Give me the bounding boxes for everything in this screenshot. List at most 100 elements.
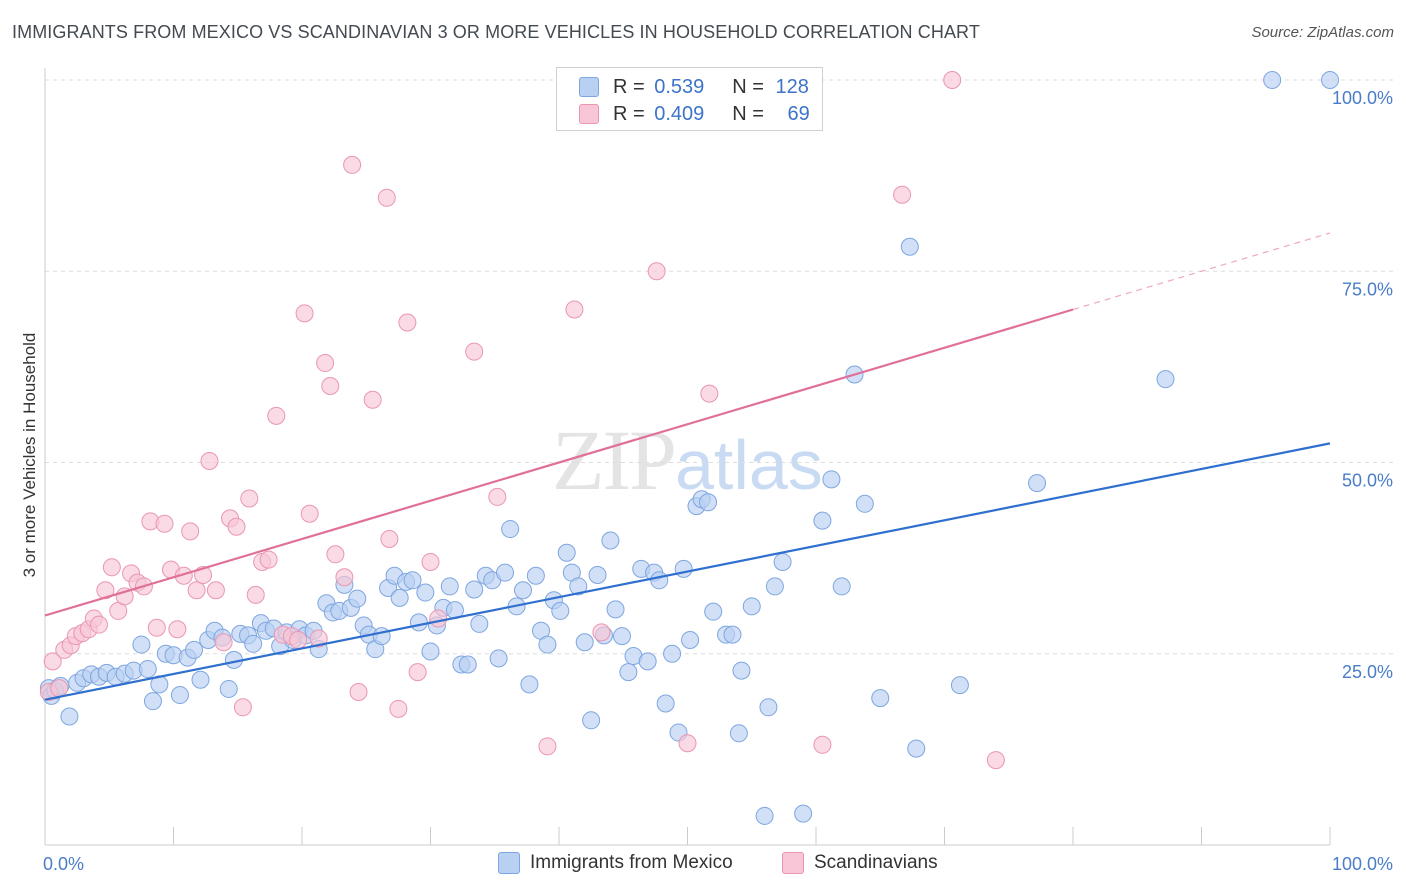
point-scandinavians [380,530,399,548]
point-scandinavians [349,683,368,701]
point-mexico [832,577,851,596]
x-tick-label: 100.0% [1332,854,1393,874]
point-mexico [582,711,601,730]
point-mexico [900,237,919,256]
point-mexico [732,661,751,680]
point-mexico [650,571,669,590]
point-mexico [755,806,774,825]
point-scandinavians [206,581,225,600]
point-mexico [551,601,570,620]
series-legend-scandinavians: Scandinavians [782,852,938,874]
point-scandinavians [295,304,314,323]
series-legend-mexico: Immigrants from Mexico [498,852,733,874]
point-scandinavians [343,155,362,174]
legend-n-label: N = [732,75,764,98]
point-scandinavians [147,618,166,637]
point-mexico [440,577,459,596]
point-scandinavians [309,629,328,648]
legend-r-label: R = [613,102,645,125]
correlation-legend: R = 0.539 N = 128 R = 0.409 N = 69 [556,67,823,131]
series-legend: Immigrants from Mexico Scandinavians [0,852,1406,876]
trend-line-scandinavians [44,308,1074,617]
point-mexico [612,627,631,646]
point-mexico [606,600,625,619]
point-scandinavians [429,609,448,628]
point-scandinavians [377,188,396,207]
chart-title: IMMIGRANTS FROM MEXICO VS SCANDINAVIAN 3… [12,22,980,42]
point-mexico [458,655,477,674]
point-scandinavians [227,517,246,536]
point-mexico [759,698,778,717]
point-mexico [60,707,79,726]
point-scandinavians [465,342,484,361]
point-mexico [244,634,263,653]
point-mexico [813,511,832,530]
legend-r-label: R = [613,75,645,98]
point-mexico [138,660,157,679]
point-mexico [773,552,792,571]
point-scandinavians [240,489,259,508]
y-tick-label: 25.0% [1342,662,1393,682]
point-scandinavians [289,630,308,649]
series-label-scandinavians: Scandinavians [814,852,938,873]
point-mexico [403,571,422,590]
point-scandinavians [893,185,912,204]
legend-row-mexico: R = 0.539 N = 128 [579,74,809,100]
point-mexico [822,470,841,489]
trend-line-mexico [44,442,1331,701]
point-mexico [489,649,508,668]
point-scandinavians [316,354,335,373]
point-scandinavians [943,71,962,89]
point-mexico [855,494,874,513]
point-scandinavians [326,545,345,564]
point-mexico [390,588,409,607]
y-tick-label: 50.0% [1342,471,1393,491]
point-mexico [421,642,440,661]
legend-n-label: N = [732,102,764,125]
source-credit: Source: ZipAtlas.com [1251,24,1394,41]
trend-line-scandinavians-extension [1072,232,1331,311]
point-mexico [950,676,969,695]
point-scandinavians [592,623,611,642]
point-mexico [575,633,594,652]
point-mexico [514,581,533,600]
point-mexico [704,602,723,621]
point-mexico [723,625,742,644]
series-swatch-scandinavians [782,852,804,874]
point-scandinavians [300,504,319,523]
point-mexico [674,559,693,578]
point-scandinavians [538,737,557,756]
point-mexico [470,614,489,633]
point-mexico [557,543,576,562]
point-mexico [663,644,682,663]
point-mexico [681,630,700,649]
point-mexico [416,583,435,602]
point-mexico [742,597,761,616]
point-scandinavians [233,698,252,717]
point-scandinavians [267,406,286,425]
point-scandinavians [200,451,219,470]
legend-swatch-scandinavians [579,104,599,124]
point-mexico [348,589,367,608]
point-mexico [409,613,428,632]
axes [44,68,1331,846]
point-mexico [191,670,210,689]
point-scandinavians [389,699,408,718]
point-scandinavians [246,585,265,604]
point-scandinavians [168,620,187,639]
point-mexico [656,694,675,713]
point-scandinavians [986,751,1005,770]
watermark-zip: ZIP [552,412,677,508]
legend-n-value: 128 [775,75,809,98]
point-mexico [143,692,162,711]
point-scandinavians [813,735,832,754]
series-label-mexico: Immigrants from Mexico [530,852,733,873]
point-scandinavians [50,679,69,698]
point-mexico [588,565,607,584]
point-mexico [1028,474,1047,493]
point-scandinavians [96,581,115,600]
trend-lines [44,232,1331,701]
point-scandinavians [43,652,62,671]
point-scandinavians [102,558,121,577]
